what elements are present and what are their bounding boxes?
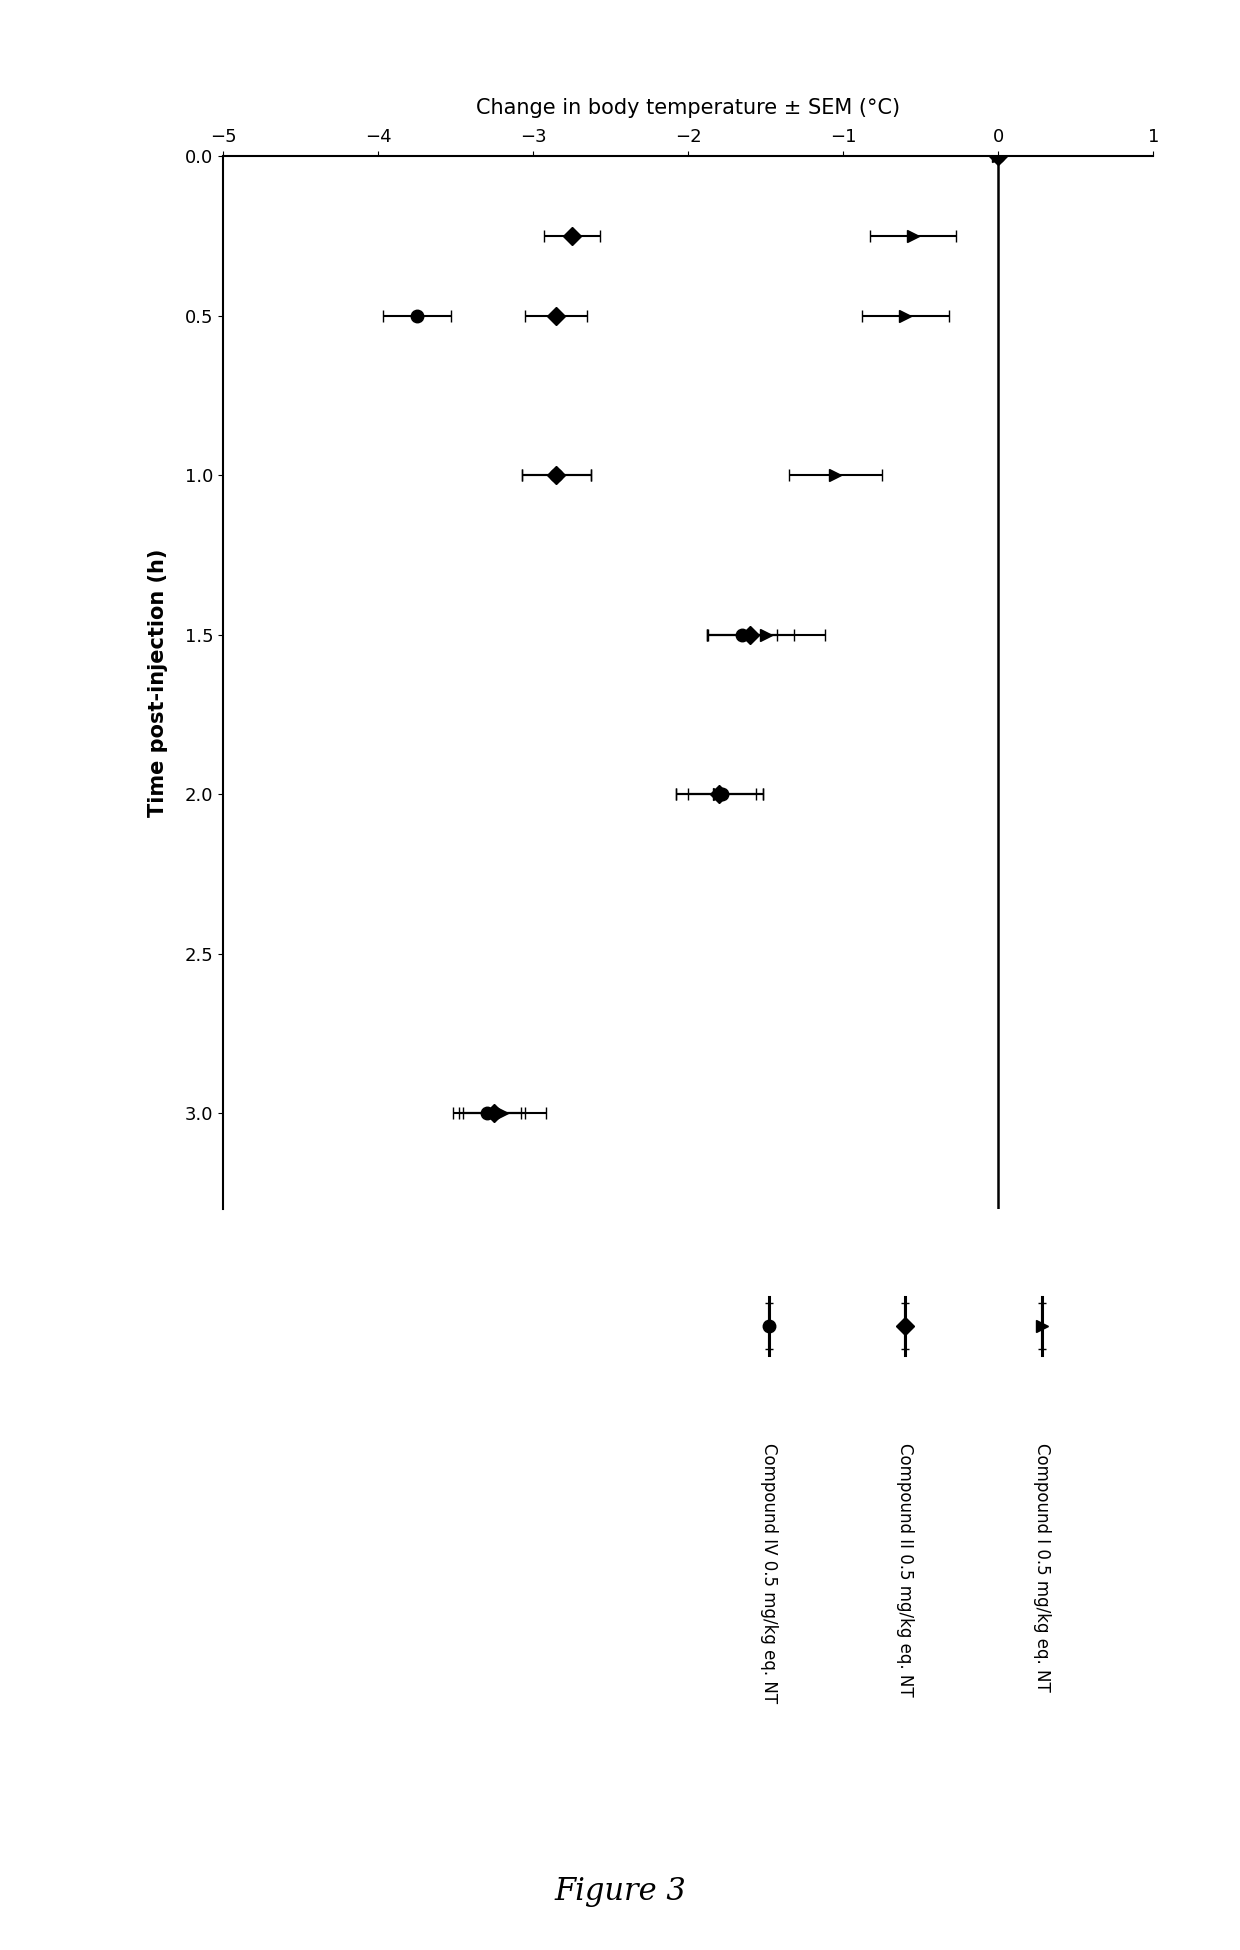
Text: Figure 3: Figure 3 (554, 1876, 686, 1907)
Text: Compound I 0.5 mg/kg eq. NT: Compound I 0.5 mg/kg eq. NT (1033, 1443, 1050, 1693)
Y-axis label: Time post-injection (h): Time post-injection (h) (148, 548, 169, 817)
X-axis label: Change in body temperature ± SEM (°C): Change in body temperature ± SEM (°C) (476, 98, 900, 119)
Text: Compound IV 0.5 mg/kg eq. NT: Compound IV 0.5 mg/kg eq. NT (760, 1443, 777, 1702)
Text: Compound II 0.5 mg/kg eq. NT: Compound II 0.5 mg/kg eq. NT (897, 1443, 914, 1696)
